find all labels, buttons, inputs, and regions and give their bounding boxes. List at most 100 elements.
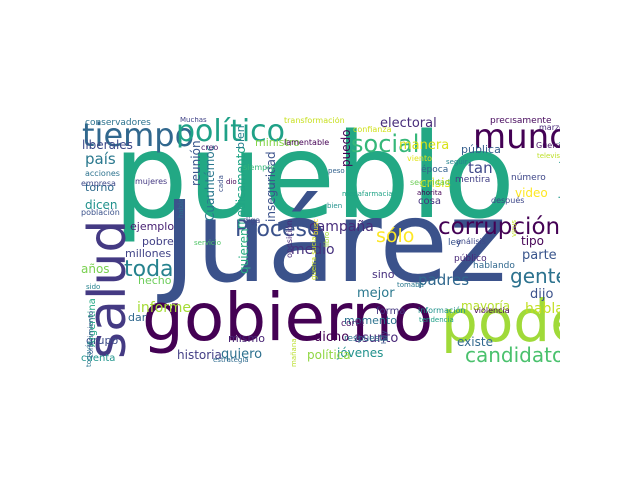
cloud-word: confianza (353, 125, 392, 134)
cloud-word: sólo (376, 225, 415, 247)
cloud-word: manera (399, 138, 450, 153)
cloud-word: guerra sucia (310, 236, 318, 280)
cloud-word: virus (510, 219, 518, 237)
cloud-word: liberales (82, 138, 133, 152)
cloud-word: bien (327, 202, 343, 210)
cloud-word: dar (128, 311, 147, 324)
cloud-word: pública (461, 143, 501, 156)
cloud-word: medio (291, 242, 335, 258)
cloud-word: tomaba (397, 281, 424, 289)
cloud-word: época (421, 165, 449, 175)
cloud-word: mejor (357, 286, 395, 301)
cloud-word: hecho (138, 274, 172, 287)
cloud-word: Guerrero (536, 141, 560, 150)
cloud-word: sido (86, 283, 101, 291)
cloud-word: todavía (85, 340, 93, 367)
cloud-word: precisamente (490, 117, 552, 126)
word-cloud: pueblo Juárez gobierno poder salud mundo… (80, 117, 560, 368)
cloud-word: pueblo (113, 117, 516, 245)
cloud-word: crisis (420, 176, 451, 190)
cloud-word: bien (234, 125, 247, 149)
cloud-word: Proceso (235, 217, 321, 242)
cloud-word: gente (510, 264, 560, 288)
cloud-word: quieren (237, 228, 251, 274)
cloud-word: megafarmacia (342, 190, 393, 198)
cloud-word: político (176, 117, 286, 149)
cloud-word: dicho (314, 330, 350, 345)
cloud-word: público (454, 254, 487, 264)
cloud-word: Muchas (180, 117, 207, 124)
cloud-word: asunto (354, 331, 399, 346)
cloud-word: busc (312, 218, 320, 235)
cloud-word: gobierno (142, 279, 434, 356)
cloud-word: cada (217, 175, 225, 192)
cloud-word: dio (226, 178, 237, 186)
cloud-word: marzo (539, 123, 560, 132)
cloud-word: televisa (537, 152, 560, 160)
cloud-word: torno (85, 181, 115, 194)
cloud-word: tipo (521, 234, 544, 248)
cloud-word: respuesta (344, 334, 389, 344)
cloud-word: seguridad (410, 178, 450, 187)
cloud-word: Hoy (380, 330, 388, 344)
cloud-word: acciones (85, 169, 120, 178)
cloud-word: libro (323, 231, 331, 247)
cloud-word: conservadores (85, 118, 151, 128)
cloud-word: parte (522, 248, 557, 263)
cloud-word: mañana (290, 338, 298, 367)
cloud-word: mundo (473, 117, 560, 157)
cloud-word: política (307, 348, 351, 362)
cloud-word: dicen (85, 198, 118, 212)
cloud-word: viento (407, 154, 432, 163)
cloud-word: informe (137, 300, 192, 316)
cloud-word: creo (201, 143, 219, 152)
cloud-word: cosa (418, 196, 441, 207)
cloud-word: oposición (285, 220, 294, 258)
cloud-word: servicio (194, 239, 221, 247)
cloud-word: tendencia (419, 316, 454, 324)
cloud-word: diga (243, 216, 261, 225)
cloud-word: Cuauhtémoc (203, 144, 217, 221)
cloud-word: seguir (446, 158, 468, 166)
cloud-word: sino (372, 268, 395, 281)
cloud-word: número (511, 173, 546, 183)
cloud-word: millones (125, 247, 172, 260)
cloud-word: estrategia (213, 356, 249, 364)
cloud-word: toda (124, 257, 174, 282)
cloud-word: ejemplo (130, 220, 175, 233)
cloud-word: años (81, 262, 110, 276)
cloud-word: ministro (255, 136, 300, 149)
cloud-word: campaña (309, 219, 374, 235)
cloud-word: historia (177, 348, 222, 362)
cloud-word: población (81, 208, 120, 217)
cloud-word: ahorita (417, 189, 442, 197)
cloud-word: habla (177, 198, 185, 218)
cloud-word: poder (441, 287, 560, 355)
cloud-word: dijo (530, 287, 554, 302)
cloud-word: lamentable (284, 138, 330, 147)
cloud-word: tan (468, 159, 493, 177)
cloud-word: inseguridad (264, 151, 278, 222)
cloud-word: cuenta (81, 353, 116, 364)
cloud-word: jóvenes (337, 346, 384, 360)
cloud-word: mentira (455, 175, 491, 185)
cloud-word: peso (328, 167, 345, 175)
cloud-word: información (418, 306, 466, 315)
cloud-word: quiero (221, 347, 263, 362)
cloud-word: momento (344, 314, 397, 327)
cloud-word: corte (341, 319, 365, 329)
cloud-word: hablando (473, 261, 515, 271)
cloud-word: social (351, 130, 420, 158)
cloud-word: pobre (142, 235, 174, 248)
cloud-word: forma (376, 306, 406, 317)
cloud-word: mujeres (135, 177, 168, 186)
cloud-word: hablar (525, 301, 560, 317)
cloud-word: siempre (243, 163, 276, 172)
cloud-word: análisis (456, 237, 486, 246)
cloud-word: mayoría (461, 299, 511, 313)
cloud-word: electoral (380, 117, 437, 131)
cloud-word: corrupción (438, 214, 560, 240)
cloud-word: candidato (465, 343, 560, 367)
cloud-word: existe (457, 335, 493, 349)
